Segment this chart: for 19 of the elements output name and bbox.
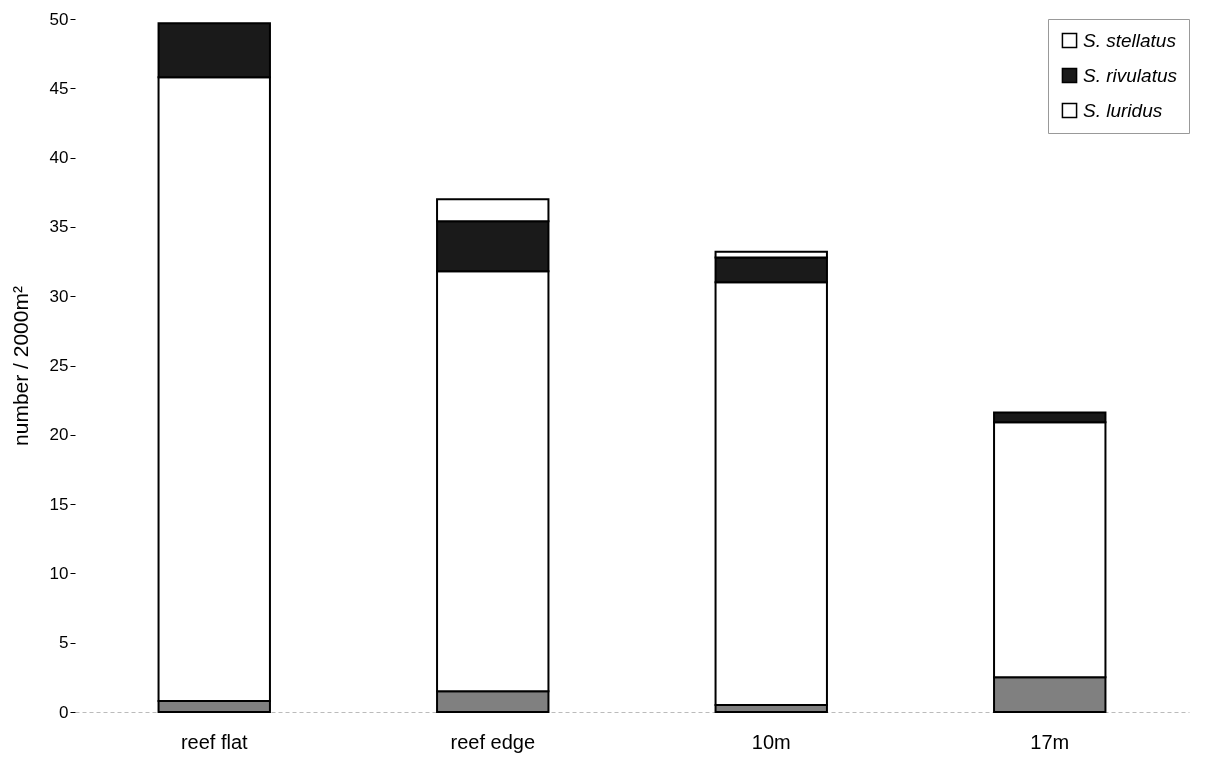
x-tick-label: 17m: [1030, 730, 1070, 753]
legend-label: S. rivulatus: [1083, 64, 1178, 86]
y-tick-label: 15: [49, 494, 69, 514]
y-tick-label: 50: [49, 9, 69, 29]
legend-label: S. luridus: [1083, 99, 1163, 121]
y-tick-label: 25: [49, 356, 69, 375]
y-tick-label: 10: [49, 563, 69, 583]
y-tick-label: 0: [59, 702, 69, 722]
y-tick-label: 35: [49, 217, 69, 237]
x-tick-label: reef edge: [450, 730, 536, 753]
y-tick-label: 30: [49, 286, 69, 306]
x-tick-label: reef flat: [180, 730, 249, 753]
y-axis-title: number / 2000m²: [8, 286, 32, 446]
x-tick-label: 10m: [751, 730, 791, 753]
y-tick-label: 45: [49, 78, 69, 98]
y-tick-label: 40: [49, 148, 69, 168]
y-tick-label: 20: [49, 425, 69, 445]
y-tick-label: 5: [59, 633, 69, 653]
legend-label: S. stellatus: [1083, 29, 1177, 51]
